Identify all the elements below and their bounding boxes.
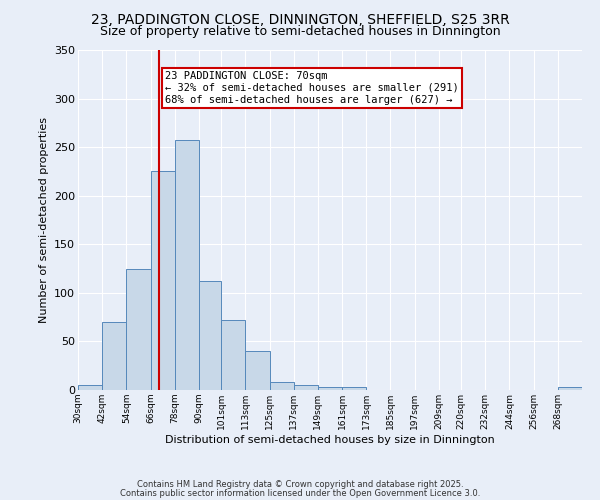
Text: Contains HM Land Registry data © Crown copyright and database right 2025.: Contains HM Land Registry data © Crown c… bbox=[137, 480, 463, 489]
Bar bbox=[102, 322, 127, 390]
Y-axis label: Number of semi-detached properties: Number of semi-detached properties bbox=[38, 117, 49, 323]
Text: Size of property relative to semi-detached houses in Dinnington: Size of property relative to semi-detach… bbox=[100, 25, 500, 38]
Bar bbox=[127, 268, 151, 390]
Bar bbox=[151, 172, 175, 390]
Bar bbox=[221, 320, 245, 390]
Bar bbox=[269, 382, 294, 390]
Bar bbox=[78, 385, 102, 390]
X-axis label: Distribution of semi-detached houses by size in Dinnington: Distribution of semi-detached houses by … bbox=[165, 434, 495, 444]
Bar bbox=[294, 385, 318, 390]
Bar bbox=[245, 351, 269, 390]
Bar bbox=[342, 387, 366, 390]
Bar bbox=[175, 140, 199, 390]
Bar bbox=[199, 281, 221, 390]
Text: 23, PADDINGTON CLOSE, DINNINGTON, SHEFFIELD, S25 3RR: 23, PADDINGTON CLOSE, DINNINGTON, SHEFFI… bbox=[91, 12, 509, 26]
Text: 23 PADDINGTON CLOSE: 70sqm
← 32% of semi-detached houses are smaller (291)
68% o: 23 PADDINGTON CLOSE: 70sqm ← 32% of semi… bbox=[164, 72, 458, 104]
Text: Contains public sector information licensed under the Open Government Licence 3.: Contains public sector information licen… bbox=[120, 488, 480, 498]
Bar bbox=[558, 387, 582, 390]
Bar bbox=[318, 387, 342, 390]
